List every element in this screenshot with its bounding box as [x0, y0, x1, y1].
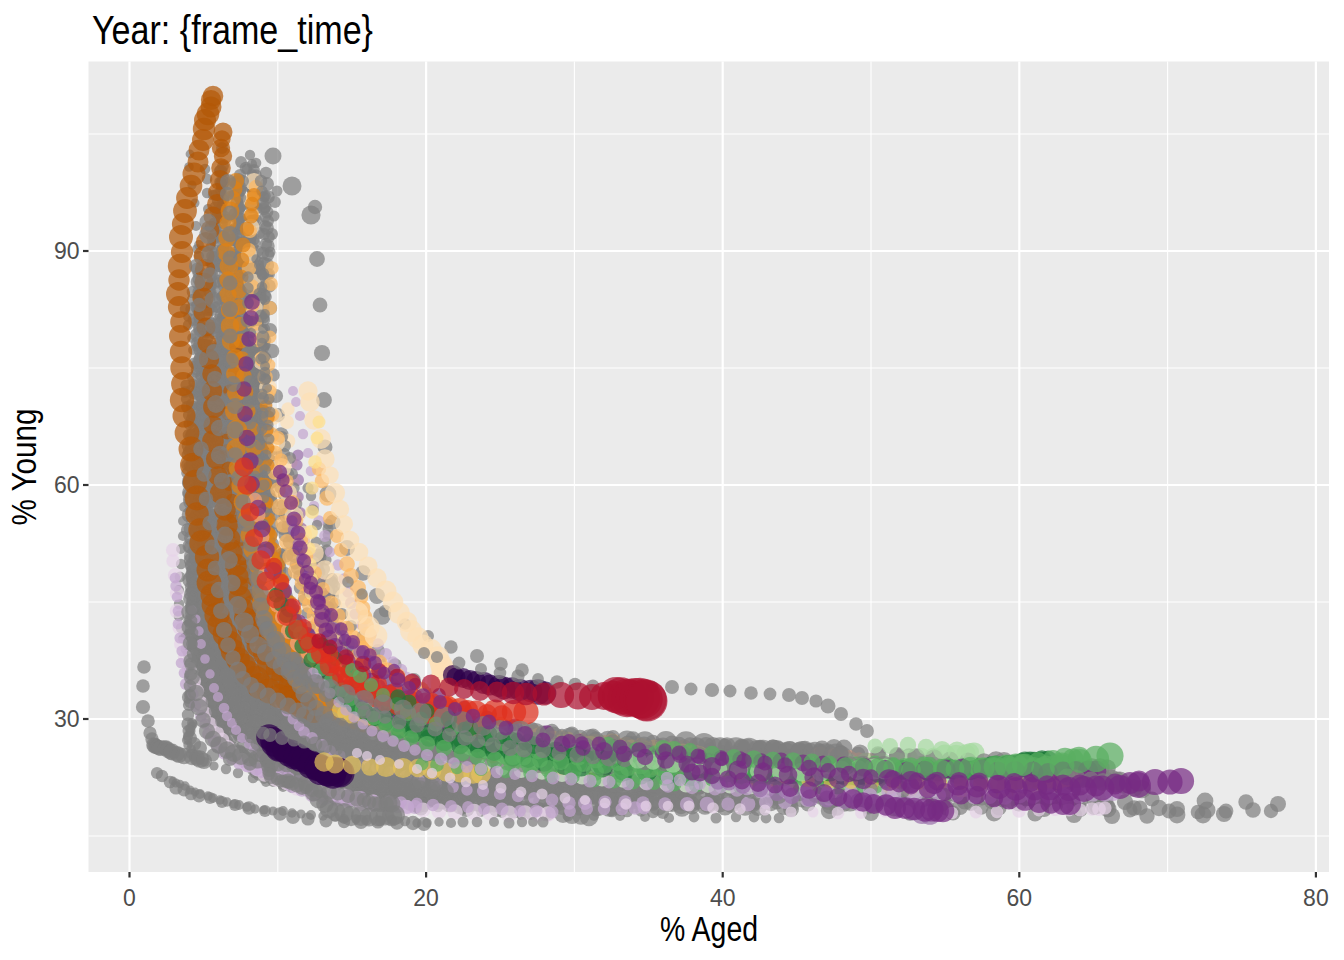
svg-text:% Young: % Young — [4, 409, 43, 526]
svg-text:60: 60 — [1007, 885, 1033, 911]
svg-text:30: 30 — [54, 706, 80, 732]
svg-text:Year: {frame_time}: Year: {frame_time} — [92, 8, 373, 52]
svg-text:40: 40 — [710, 885, 736, 911]
svg-text:% Aged: % Aged — [660, 909, 758, 948]
svg-text:0: 0 — [123, 885, 136, 911]
svg-text:20: 20 — [413, 885, 439, 911]
svg-text:80: 80 — [1303, 885, 1329, 911]
svg-text:90: 90 — [54, 238, 80, 264]
svg-text:60: 60 — [54, 472, 80, 498]
